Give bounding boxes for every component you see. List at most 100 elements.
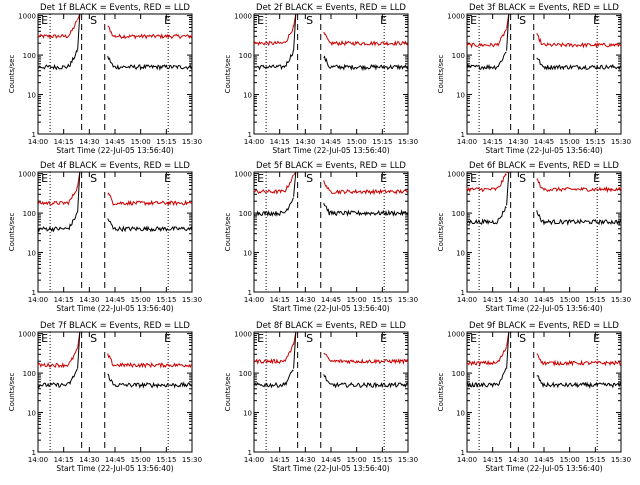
x-tick-label: 15:00 (560, 456, 580, 464)
y-tick-label: 1 (461, 131, 465, 139)
marker-label: S (519, 332, 526, 345)
y-tick-label: 1000 (18, 13, 36, 21)
marker-label: S (519, 172, 526, 185)
x-tick-label: 15:15 (156, 296, 176, 304)
y-axis-title: Counts/sec (437, 373, 445, 412)
marker-label: E (593, 332, 600, 345)
x-tick-label: 15:30 (182, 138, 202, 146)
lld-series-line (466, 28, 507, 49)
y-axis-title: Counts/sec (224, 213, 232, 252)
x-tick-label: 14:45 (534, 296, 554, 304)
marker-label: S (90, 332, 97, 345)
x-tick-label: 14:15 (483, 138, 503, 146)
x-axis-title: Start Time (22-Jul-05 13:56:40) (485, 304, 602, 313)
y-axis-title: Counts/sec (8, 213, 16, 252)
lld-series-line (253, 175, 294, 195)
x-axis-title: Start Time (22-Jul-05 13:56:40) (56, 464, 173, 473)
x-tick-label: 14:30 (295, 296, 315, 304)
x-tick-label: 15:15 (585, 138, 605, 146)
y-tick-label: 100 (23, 52, 36, 60)
marker-label: E (470, 14, 477, 27)
plot-frame (466, 13, 622, 135)
event-series-line (466, 51, 507, 71)
event-series-line-saa-rise (77, 13, 81, 51)
y-tick-label: 1 (461, 289, 465, 297)
plot-frame (253, 13, 409, 135)
marker-label: E (380, 14, 387, 27)
event-series-line (37, 212, 78, 233)
x-tick-label: 14:00 (28, 456, 48, 464)
x-tick-label: 14:15 (270, 456, 290, 464)
y-tick-label: 100 (239, 52, 252, 60)
lld-series-line (107, 192, 193, 207)
lld-series-line (536, 32, 622, 49)
x-axis-title: Start Time (22-Jul-05 13:56:40) (485, 464, 602, 473)
x-tick-label: 15:30 (398, 296, 418, 304)
event-series-line (253, 49, 294, 71)
x-tick-label: 15:15 (585, 296, 605, 304)
lld-series-line (253, 25, 294, 47)
x-tick-label: 14:45 (321, 456, 341, 464)
x-tick-label: 15:15 (372, 456, 392, 464)
x-tick-label: 14:00 (457, 296, 477, 304)
x-tick-label: 15:00 (347, 138, 367, 146)
y-tick-label: 1000 (234, 13, 252, 21)
panel-title: Det 3f BLACK = Events, RED = LLD (469, 3, 619, 13)
marker-label: S (90, 14, 97, 27)
y-tick-label: 1000 (447, 331, 465, 339)
x-tick-label: 15:00 (560, 296, 580, 304)
event-series-line-saa-rise (506, 331, 510, 369)
x-tick-label: 14:30 (508, 296, 528, 304)
event-series-line (107, 55, 193, 71)
y-axis-title: Counts/sec (8, 373, 16, 412)
marker-label: E (257, 14, 264, 27)
marker-label: E (257, 332, 264, 345)
marker-label: E (470, 172, 477, 185)
marker-label: E (164, 332, 171, 345)
y-tick-label: 100 (452, 210, 465, 218)
event-series-line (37, 49, 78, 71)
y-tick-label: 1000 (18, 171, 36, 179)
event-series-line (37, 368, 78, 389)
marker-label: E (41, 14, 48, 27)
lld-series-line (323, 31, 409, 47)
x-tick-label: 15:00 (560, 138, 580, 146)
lld-series-line (107, 25, 193, 40)
panel-title: Det 4f BLACK = Events, RED = LLD (40, 161, 190, 171)
x-axis-title: Start Time (22-Jul-05 13:56:40) (272, 146, 389, 155)
marker-label: S (519, 14, 526, 27)
event-series-line-saa-rise (77, 171, 81, 213)
x-tick-label: 14:15 (483, 296, 503, 304)
event-series-line (107, 218, 193, 233)
lld-series-line (466, 346, 507, 367)
y-axis-title: Counts/sec (437, 55, 445, 94)
detector-panel-5: Det 5f BLACK = Events, RED = LLD 1 10 100 10… (224, 161, 418, 313)
y-tick-label: 1000 (447, 13, 465, 21)
y-tick-label: 1 (32, 131, 36, 139)
y-tick-label: 1 (248, 131, 252, 139)
marker-label: S (306, 14, 313, 27)
panel-title: Det 5f BLACK = Events, RED = LLD (256, 161, 406, 171)
plot-frame (466, 331, 622, 453)
y-axis-title: Counts/sec (224, 373, 232, 412)
event-series-line (323, 374, 409, 389)
event-series-line-saa-rise (77, 331, 81, 369)
marker-label: E (380, 332, 387, 345)
x-tick-label: 14:30 (508, 456, 528, 464)
x-tick-label: 15:30 (182, 456, 202, 464)
panel-title: Det 1f BLACK = Events, RED = LLD (40, 3, 190, 13)
detector-panel-4: Det 4f BLACK = Events, RED = LLD 1 10 100 10… (8, 161, 202, 313)
panel-title: Det 7f BLACK = Events, RED = LLD (40, 321, 190, 331)
marker-label: S (306, 172, 313, 185)
x-tick-label: 15:15 (156, 456, 176, 464)
plot-frame (37, 331, 193, 453)
x-axis-title: Start Time (22-Jul-05 13:56:40) (272, 464, 389, 473)
x-tick-label: 15:30 (611, 138, 631, 146)
y-tick-label: 100 (23, 210, 36, 218)
marker-label: E (257, 172, 264, 185)
marker-label: E (470, 332, 477, 345)
lld-series-line (107, 353, 192, 369)
x-tick-label: 14:00 (28, 138, 48, 146)
detector-panel-3: Det 3f BLACK = Events, RED = LLD 1 10 100 10… (437, 3, 631, 155)
y-tick-label: 100 (239, 370, 252, 378)
